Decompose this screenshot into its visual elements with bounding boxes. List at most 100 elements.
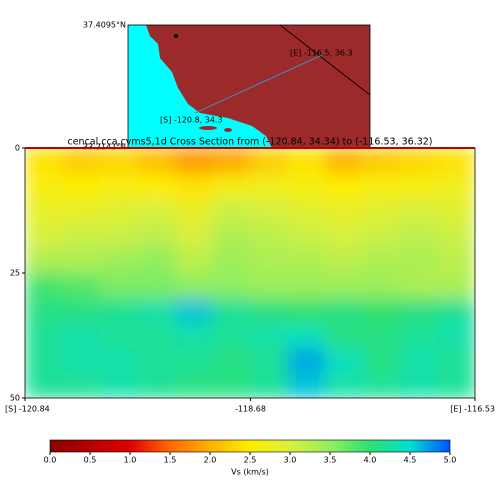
cell — [25, 148, 63, 174]
heatmap — [25, 148, 475, 398]
cell — [250, 348, 288, 374]
cell — [212, 323, 251, 349]
cell — [362, 373, 401, 398]
cell — [400, 323, 438, 349]
cell — [437, 323, 475, 349]
cell — [100, 223, 138, 249]
colorbar-tick-label: 5.0 — [444, 456, 457, 465]
cell — [400, 373, 438, 398]
cell — [400, 348, 438, 374]
start-label: [S] -120.8, 34.3 — [160, 116, 223, 125]
cell — [100, 348, 138, 374]
cell — [287, 198, 326, 224]
cell — [325, 198, 363, 224]
cell — [362, 248, 401, 274]
cell — [25, 223, 63, 249]
cell — [175, 273, 213, 299]
lake — [174, 34, 178, 38]
cell — [325, 173, 363, 199]
cell — [62, 273, 101, 299]
ocean — [128, 25, 272, 148]
cell — [100, 273, 138, 299]
cell — [287, 323, 326, 349]
cell — [175, 223, 213, 249]
colorbar-tick-label: 2.0 — [204, 456, 217, 465]
section-line — [194, 54, 323, 114]
cell — [400, 223, 438, 249]
cell — [250, 223, 288, 249]
cell — [137, 198, 176, 224]
colorbar-tick-label: 2.5 — [244, 456, 257, 465]
cell — [175, 173, 213, 199]
cell — [212, 248, 251, 274]
cell — [175, 348, 213, 374]
cell — [400, 198, 438, 224]
cell — [175, 248, 213, 274]
cell — [137, 298, 176, 324]
cell — [287, 148, 326, 174]
cell — [62, 148, 101, 174]
cell — [400, 173, 438, 199]
colorbar-tick-label: 4.5 — [404, 456, 417, 465]
y-tick-label: 0 — [15, 144, 20, 153]
cell — [175, 148, 213, 174]
cell — [250, 373, 288, 398]
cell — [100, 148, 138, 174]
map-inset: [S] -120.8, 34.3 [E] -116.5, 36.3 37.409… — [83, 21, 371, 152]
cell — [175, 298, 213, 324]
cell — [325, 248, 363, 274]
island — [199, 126, 217, 130]
cell — [250, 173, 288, 199]
cell — [175, 373, 213, 398]
cell — [212, 223, 251, 249]
cell — [437, 148, 475, 174]
cell — [362, 173, 401, 199]
cell — [250, 298, 288, 324]
cell — [25, 198, 63, 224]
cell — [137, 248, 176, 274]
island — [224, 128, 232, 132]
cell — [62, 298, 101, 324]
cell — [287, 348, 326, 374]
cell — [250, 198, 288, 224]
cell — [325, 348, 363, 374]
cell — [287, 173, 326, 199]
cell — [362, 223, 401, 249]
cell — [62, 248, 101, 274]
cell — [25, 173, 63, 199]
cell — [362, 348, 401, 374]
colorbar-tick-label: 4.0 — [364, 456, 377, 465]
cell — [62, 198, 101, 224]
colorbar-tick-label: 1.0 — [124, 456, 137, 465]
cell — [100, 373, 138, 398]
cell — [362, 148, 401, 174]
x-tick-label: [E] -116.53 — [450, 405, 495, 414]
cell — [437, 248, 475, 274]
cell — [250, 273, 288, 299]
x-tick-label: -118.68 — [235, 405, 266, 414]
colorbar-tick-label: 0.0 — [44, 456, 57, 465]
cell — [287, 248, 326, 274]
cell — [137, 273, 176, 299]
cell — [362, 198, 401, 224]
colorbar — [49, 439, 451, 453]
cell — [137, 348, 176, 374]
cell — [175, 198, 213, 224]
cell — [25, 273, 63, 299]
cell — [362, 323, 401, 349]
cell — [437, 198, 475, 224]
cell — [137, 148, 176, 174]
cell — [325, 273, 363, 299]
boundary — [279, 24, 371, 96]
cell — [25, 323, 63, 349]
cell — [62, 373, 101, 398]
cell — [437, 223, 475, 249]
cell — [212, 198, 251, 224]
cell — [325, 323, 363, 349]
cells — [25, 148, 475, 398]
cell — [437, 273, 475, 299]
cell — [325, 298, 363, 324]
cell — [325, 148, 363, 174]
